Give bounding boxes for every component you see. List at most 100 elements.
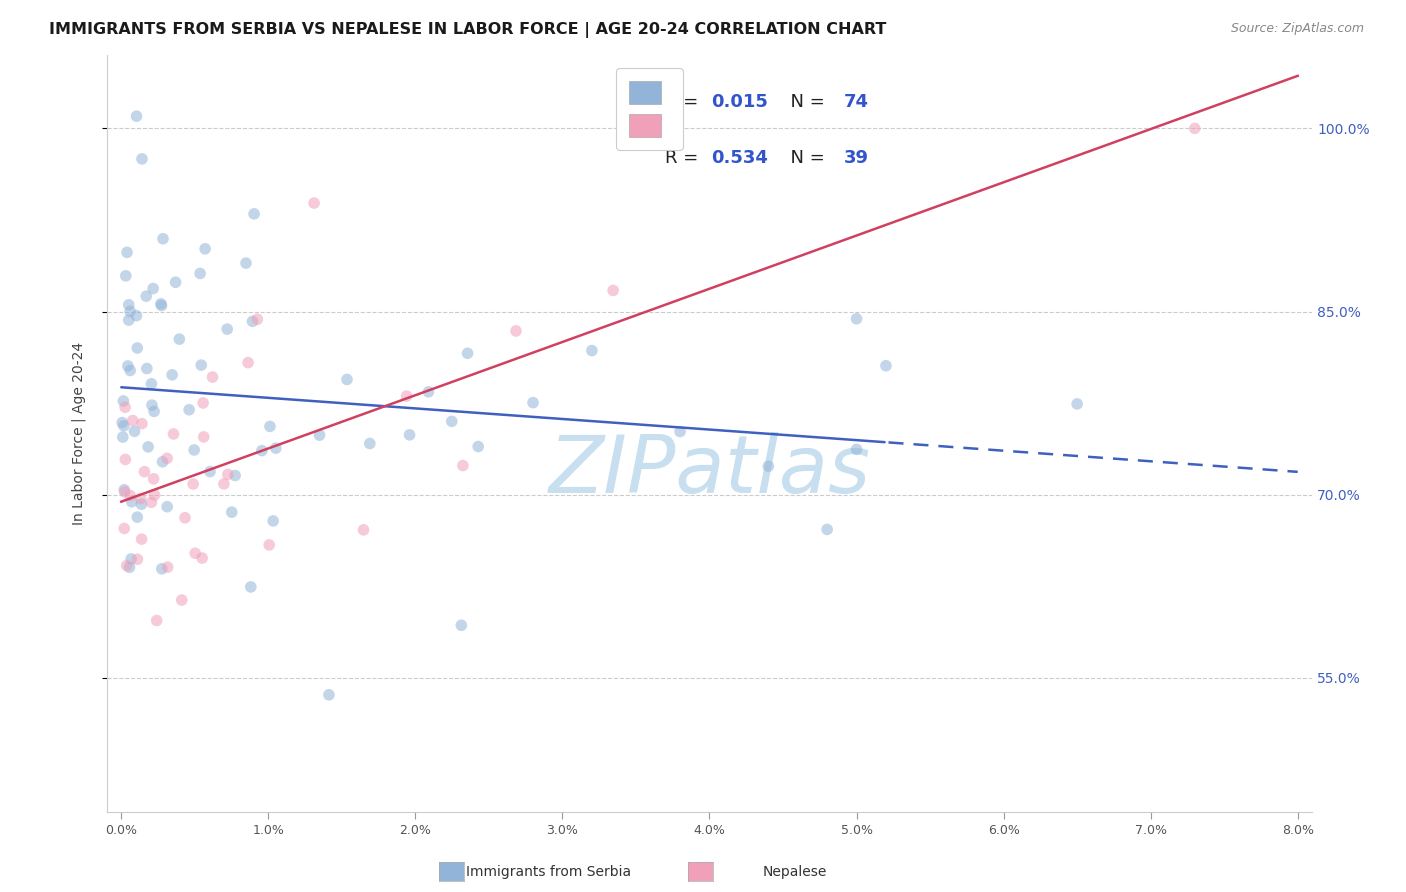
- Point: [217, 322, 239, 336]
- Point: [118, 298, 141, 312]
- Point: [353, 523, 375, 537]
- Point: [264, 441, 287, 455]
- Text: IMMIGRANTS FROM SERBIA VS NEPALESE IN LABOR FORCE | AGE 20-24 CORRELATION CHART: IMMIGRANTS FROM SERBIA VS NEPALESE IN LA…: [49, 22, 887, 38]
- Text: 74: 74: [844, 93, 869, 112]
- Point: [135, 361, 157, 376]
- Point: [120, 304, 142, 318]
- Point: [129, 491, 152, 506]
- Point: [131, 152, 153, 166]
- Point: [398, 427, 420, 442]
- Point: [302, 196, 325, 211]
- Text: R =: R =: [665, 93, 704, 112]
- Point: [117, 359, 139, 373]
- Point: [467, 440, 489, 454]
- Text: Immigrants from Serbia: Immigrants from Serbia: [465, 865, 631, 880]
- Text: 39: 39: [844, 149, 869, 167]
- Point: [114, 452, 136, 467]
- Point: [243, 207, 266, 221]
- Point: [127, 510, 149, 524]
- Point: [235, 256, 257, 270]
- Point: [221, 505, 243, 519]
- Point: [581, 343, 603, 358]
- Text: N =: N =: [779, 149, 831, 167]
- Point: [115, 558, 138, 573]
- Point: [136, 440, 159, 454]
- Point: [135, 289, 157, 303]
- Point: [250, 443, 273, 458]
- Point: [141, 398, 163, 412]
- Point: [114, 268, 136, 283]
- Point: [127, 552, 149, 566]
- Point: [150, 562, 173, 576]
- Point: [179, 402, 201, 417]
- Point: [131, 497, 153, 511]
- Point: [875, 359, 897, 373]
- Point: [111, 416, 134, 430]
- Point: [395, 389, 418, 403]
- Point: [505, 324, 527, 338]
- Point: [756, 459, 779, 474]
- Point: [259, 419, 281, 434]
- Legend: , : ,: [616, 68, 683, 150]
- Point: [114, 485, 136, 500]
- Point: [165, 275, 187, 289]
- Point: [142, 281, 165, 295]
- Point: [125, 309, 148, 323]
- Point: [125, 109, 148, 123]
- Point: [156, 560, 179, 574]
- Text: 0.534: 0.534: [710, 149, 768, 167]
- Point: [198, 465, 221, 479]
- Point: [143, 488, 166, 502]
- Point: [169, 332, 191, 346]
- Point: [134, 465, 156, 479]
- Point: [141, 495, 163, 509]
- Point: [450, 618, 472, 632]
- Point: [194, 242, 217, 256]
- Point: [201, 370, 224, 384]
- Point: [111, 430, 134, 444]
- Point: [257, 538, 280, 552]
- Text: R =: R =: [665, 149, 704, 167]
- Point: [120, 363, 142, 377]
- Point: [112, 483, 135, 497]
- Point: [193, 430, 215, 444]
- Point: [181, 477, 204, 491]
- Point: [152, 232, 174, 246]
- Point: [112, 418, 135, 433]
- Y-axis label: In Labor Force | Age 20-24: In Labor Force | Age 20-24: [72, 342, 86, 525]
- Text: Nepalese: Nepalese: [762, 865, 827, 880]
- Point: [1184, 121, 1206, 136]
- Text: ZIPatlas: ZIPatlas: [548, 433, 870, 510]
- Point: [457, 346, 479, 360]
- Point: [112, 521, 135, 535]
- Point: [318, 688, 340, 702]
- Point: [845, 442, 868, 457]
- Point: [522, 395, 544, 409]
- Point: [815, 523, 838, 537]
- Point: [142, 472, 165, 486]
- Point: [191, 396, 214, 410]
- Text: N =: N =: [779, 93, 831, 112]
- Point: [336, 372, 359, 386]
- Point: [156, 451, 179, 466]
- Point: [121, 413, 143, 427]
- Point: [120, 552, 142, 566]
- Point: [114, 401, 136, 415]
- Point: [112, 394, 135, 409]
- Point: [156, 500, 179, 514]
- Point: [188, 267, 211, 281]
- Point: [242, 314, 264, 328]
- Point: [191, 551, 214, 566]
- Point: [118, 560, 141, 574]
- Point: [239, 580, 262, 594]
- Point: [121, 495, 143, 509]
- Point: [145, 614, 167, 628]
- Point: [246, 312, 269, 326]
- Point: [236, 356, 259, 370]
- Point: [845, 311, 868, 326]
- Point: [149, 297, 172, 311]
- Point: [359, 436, 381, 450]
- Text: Source: ZipAtlas.com: Source: ZipAtlas.com: [1230, 22, 1364, 36]
- Point: [212, 476, 235, 491]
- Point: [308, 428, 330, 442]
